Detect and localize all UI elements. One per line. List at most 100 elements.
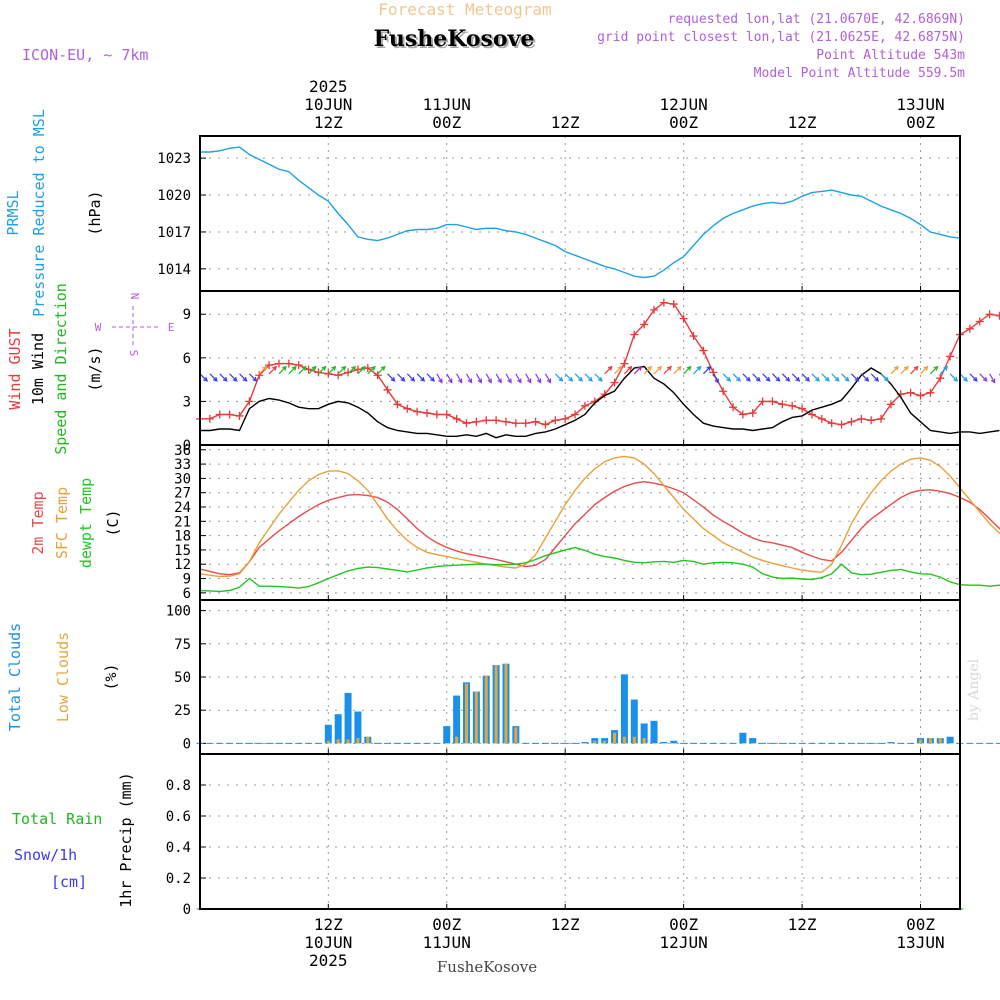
gust-marker: [334, 371, 343, 380]
gust-marker: [630, 330, 639, 339]
total-cloud-bar: [581, 742, 589, 744]
wind-arrow: [337, 365, 347, 375]
ytick-label: 9: [183, 307, 191, 323]
top-time-label: 00Z: [432, 113, 461, 132]
wind-arrow: [465, 373, 473, 384]
precip-snow-label: Snow/1h: [14, 846, 77, 864]
wind-arrow: [485, 373, 492, 384]
total-cloud-bar: [946, 736, 954, 744]
panel-label: 10m Wind: [29, 333, 47, 405]
panel-label: Wind GUST: [6, 328, 24, 409]
ytick-label: 27: [174, 486, 191, 502]
low-cloud-bar: [484, 675, 488, 744]
gust-marker: [620, 359, 629, 368]
panel-label: Low Clouds: [54, 632, 72, 722]
wind-arrow: [377, 365, 386, 375]
ytick-label: 18: [174, 529, 191, 545]
wind-arrow: [939, 365, 949, 375]
gust-marker: [541, 420, 550, 429]
wind-arrow: [801, 373, 810, 382]
gust-marker: [265, 361, 274, 370]
total-cloud-bar: [630, 699, 638, 744]
bottom-time-label: 11JUN: [423, 933, 471, 952]
wind-arrow: [288, 365, 297, 375]
wind-arrow: [387, 373, 396, 382]
gust-marker: [906, 388, 915, 397]
wind-arrow: [712, 373, 719, 384]
total-cloud-bar: [453, 695, 461, 744]
low-cloud-bar: [494, 665, 498, 744]
gust-marker: [274, 359, 283, 368]
compass-rose: N S W E: [95, 293, 175, 357]
wind-arrow: [653, 365, 662, 375]
gust-marker: [926, 388, 935, 397]
gust-marker: [877, 414, 886, 423]
wind-arrow: [969, 373, 978, 382]
model-altitude: Model Point Altitude 559.5m: [754, 66, 965, 81]
wind-arrow: [239, 373, 248, 382]
top-time-label: 00Z: [669, 113, 698, 132]
wind-arrow: [505, 373, 512, 384]
wind-arrow: [525, 373, 532, 384]
low-cloud-bar: [593, 740, 597, 744]
total-cloud-bar: [324, 724, 332, 744]
wind-arrow: [406, 373, 416, 382]
panel-label: (C): [104, 509, 122, 536]
total-cloud-bar: [640, 723, 648, 744]
plot-layer: 1014 1017 1020 1023 PRMSL Pressure Reduced to…: [4, 77, 1000, 970]
top-time-label: 13JUN: [896, 95, 944, 114]
top-time-label: 12JUN: [660, 95, 708, 114]
bottom-time-label: 00Z: [432, 915, 461, 934]
wind-arrow: [248, 373, 258, 382]
wind-arrow: [831, 373, 840, 382]
bottom-time-label: 2025: [309, 951, 348, 970]
gust-marker: [679, 314, 688, 323]
location-title: FusheKosove: [376, 28, 537, 54]
gust-marker: [393, 400, 402, 409]
gust-marker: [817, 414, 826, 423]
gust-marker: [314, 368, 323, 377]
wind-arrow: [752, 373, 761, 382]
bottom-time-label: 12Z: [314, 915, 343, 934]
ytick-label: 6: [183, 586, 191, 602]
gust-marker: [482, 416, 491, 425]
watermark: by Angel: [966, 658, 982, 721]
gust-marker: [669, 300, 678, 309]
wind-arrow: [979, 373, 988, 382]
wind-arrow: [693, 365, 702, 375]
total-cloud-bar: [749, 738, 757, 744]
ytick-label: 0.2: [166, 871, 191, 887]
ytick-label: 0: [183, 438, 191, 454]
compass-w: W: [95, 321, 102, 334]
top-time-label: 12Z: [551, 113, 580, 132]
gust-marker: [946, 352, 955, 361]
gust-marker: [758, 397, 767, 406]
ytick-label: 0: [183, 902, 191, 918]
gust-marker: [501, 417, 510, 426]
low-cloud-bar: [366, 736, 370, 744]
ytick-label: 75: [174, 637, 191, 653]
ytick-label: 24: [174, 500, 191, 516]
panel-label: Pressure Reduced to MSL: [30, 109, 48, 317]
compass-e: E: [168, 321, 175, 334]
low-cloud-bar: [474, 691, 478, 744]
ytick-label: 3: [183, 394, 191, 410]
wind-arrow: [742, 373, 751, 382]
wind-arrow: [772, 373, 781, 382]
precip-rain-label: Total Rain: [12, 810, 102, 828]
wind-arrow: [821, 373, 830, 382]
bottom-time-label: 00Z: [906, 915, 935, 934]
panel-label: 1hr Precip (mm): [117, 772, 135, 907]
gust-marker: [719, 387, 728, 396]
compass-n: N: [128, 293, 141, 300]
panel-label: 2m Temp: [29, 491, 47, 554]
wind-arrow: [446, 373, 453, 384]
gust-marker: [867, 416, 876, 425]
gust-marker: [936, 374, 945, 383]
model-label: ICON-EU, ~ 7km: [22, 46, 148, 64]
wind-arrow: [880, 373, 889, 382]
gust-marker: [294, 361, 303, 370]
wind-arrow: [495, 373, 502, 384]
